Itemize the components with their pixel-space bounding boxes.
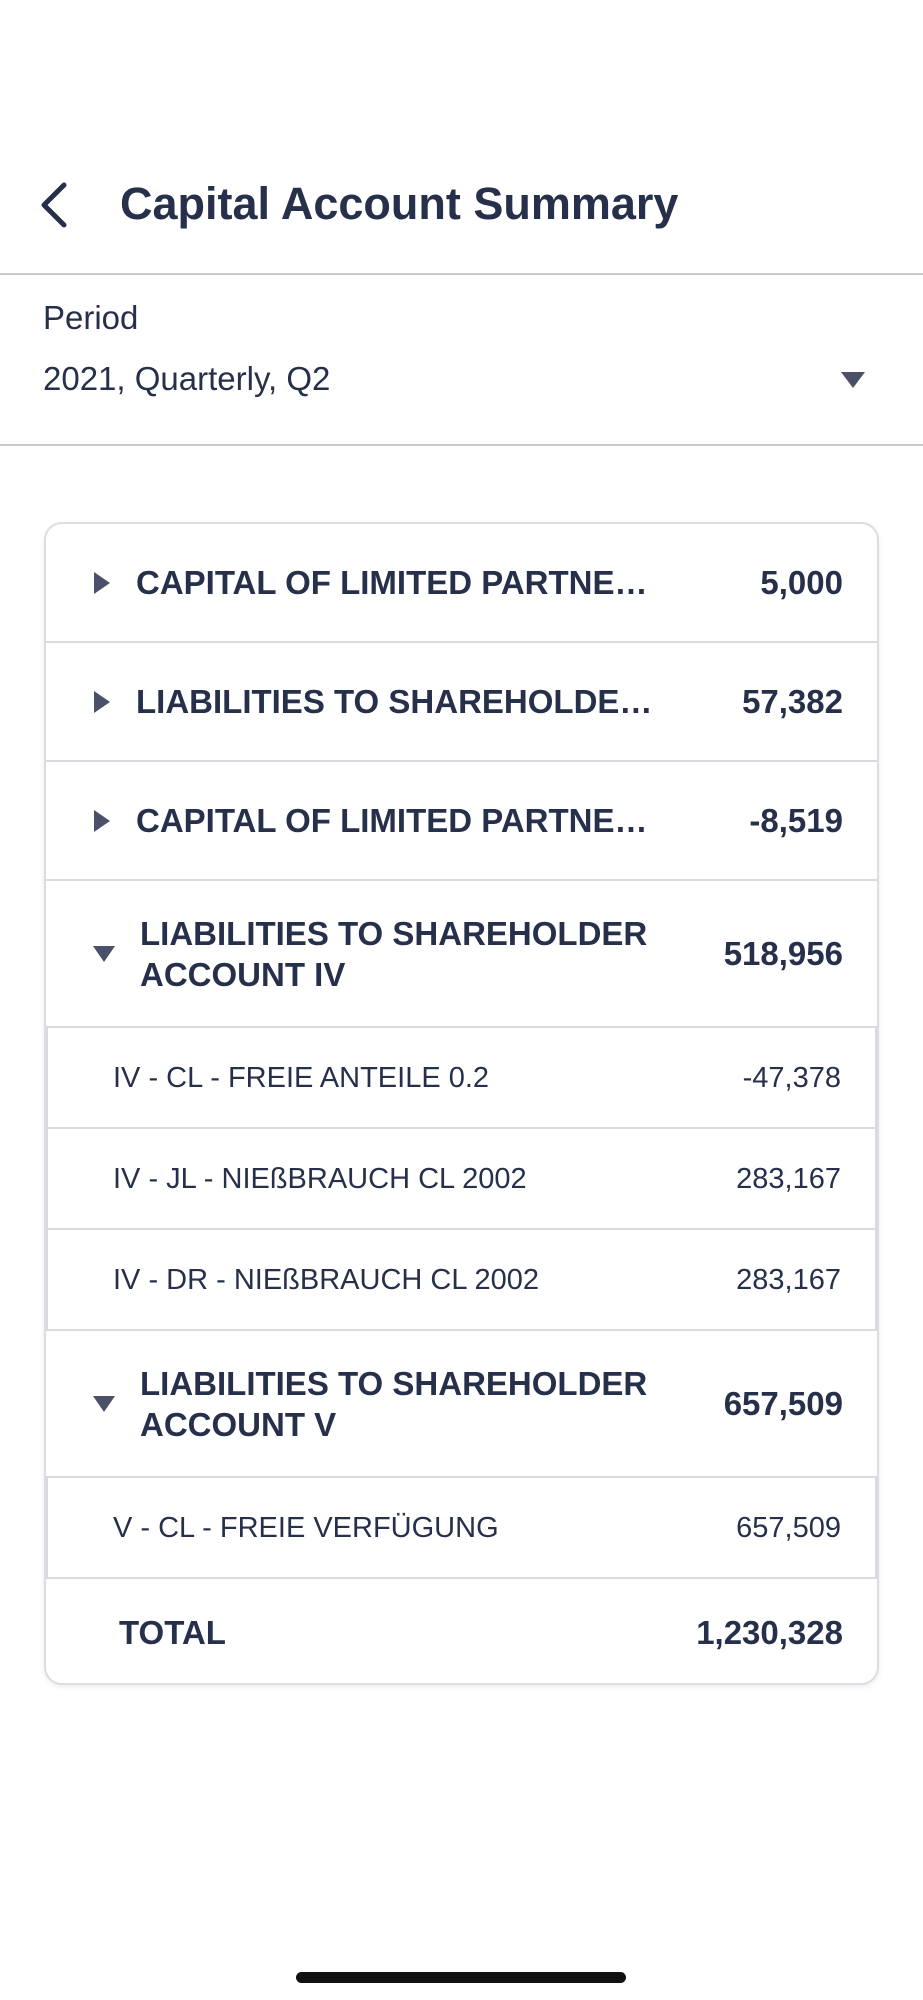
period-value: 2021, Quarterly, Q2	[43, 360, 331, 397]
caret-down-icon	[93, 1396, 115, 1412]
child-value: -47,378	[742, 1062, 841, 1094]
child-row[interactable]: V - CL - FREIE VERFÜGUNG 657,509	[46, 1478, 877, 1579]
group-label: CAPITAL OF LIMITED PARTNERS…	[136, 564, 666, 601]
chevron-left-icon	[41, 182, 67, 228]
app-header: Capital Account Summary	[0, 0, 923, 275]
group-row[interactable]: CAPITAL OF LIMITED PARTNERS… 5,000	[46, 524, 877, 643]
caret-right-icon	[94, 691, 110, 713]
group-label: CAPITAL OF LIMITED PARTNERS…	[136, 802, 666, 839]
page-title: Capital Account Summary	[120, 178, 679, 229]
caret-down-icon	[93, 946, 115, 962]
group-row[interactable]: CAPITAL OF LIMITED PARTNERS… -8,519	[46, 762, 877, 881]
child-label: IV - DR - NIEßBRAUCH CL 2002	[113, 1264, 539, 1296]
group-row-expanded[interactable]: LIABILITIES TO SHAREHOLDER ACCOUNT IV 51…	[46, 881, 877, 1028]
total-row: TOTAL 1,230,328	[46, 1579, 877, 1683]
total-label: TOTAL	[119, 1614, 226, 1651]
group-value: -8,519	[749, 802, 843, 839]
group-label: LIABILITIES TO SHAREHOLDER ACCOUNT IV	[140, 915, 648, 993]
caret-right-icon	[94, 572, 110, 594]
group-label: LIABILITIES TO SHAREHOLDER A…	[136, 683, 676, 720]
group-value: 57,382	[742, 683, 843, 720]
child-row[interactable]: IV - DR - NIEßBRAUCH CL 2002 283,167	[46, 1230, 877, 1331]
child-label: IV - CL - FREIE ANTEILE 0.2	[113, 1062, 490, 1094]
child-row[interactable]: IV - JL - NIEßBRAUCH CL 2002 283,167	[46, 1129, 877, 1230]
group-row[interactable]: LIABILITIES TO SHAREHOLDER A… 57,382	[46, 643, 877, 762]
back-button[interactable]	[34, 175, 82, 235]
home-indicator[interactable]	[296, 1972, 626, 1983]
total-value: 1,230,328	[696, 1614, 843, 1651]
child-value: 657,509	[736, 1512, 841, 1544]
child-row[interactable]: IV - CL - FREIE ANTEILE 0.2 -47,378	[46, 1028, 877, 1129]
caret-right-icon	[94, 810, 110, 832]
period-label: Period	[43, 299, 139, 336]
child-label: IV - JL - NIEßBRAUCH CL 2002	[113, 1163, 527, 1195]
group-value: 518,956	[723, 935, 843, 972]
child-value: 283,167	[736, 1163, 841, 1195]
child-value: 283,167	[736, 1264, 841, 1296]
child-label: V - CL - FREIE VERFÜGUNG	[113, 1512, 499, 1544]
summary-card: CAPITAL OF LIMITED PARTNERS… 5,000 LIABI…	[44, 522, 879, 1685]
group-label: LIABILITIES TO SHAREHOLDER ACCOUNT V	[140, 1365, 648, 1443]
period-selector[interactable]: Period 2021, Quarterly, Q2	[0, 275, 923, 446]
caret-down-icon	[841, 372, 865, 388]
group-row-expanded[interactable]: LIABILITIES TO SHAREHOLDER ACCOUNT V 657…	[46, 1331, 877, 1478]
group-value: 657,509	[723, 1385, 843, 1422]
group-value: 5,000	[760, 564, 843, 601]
